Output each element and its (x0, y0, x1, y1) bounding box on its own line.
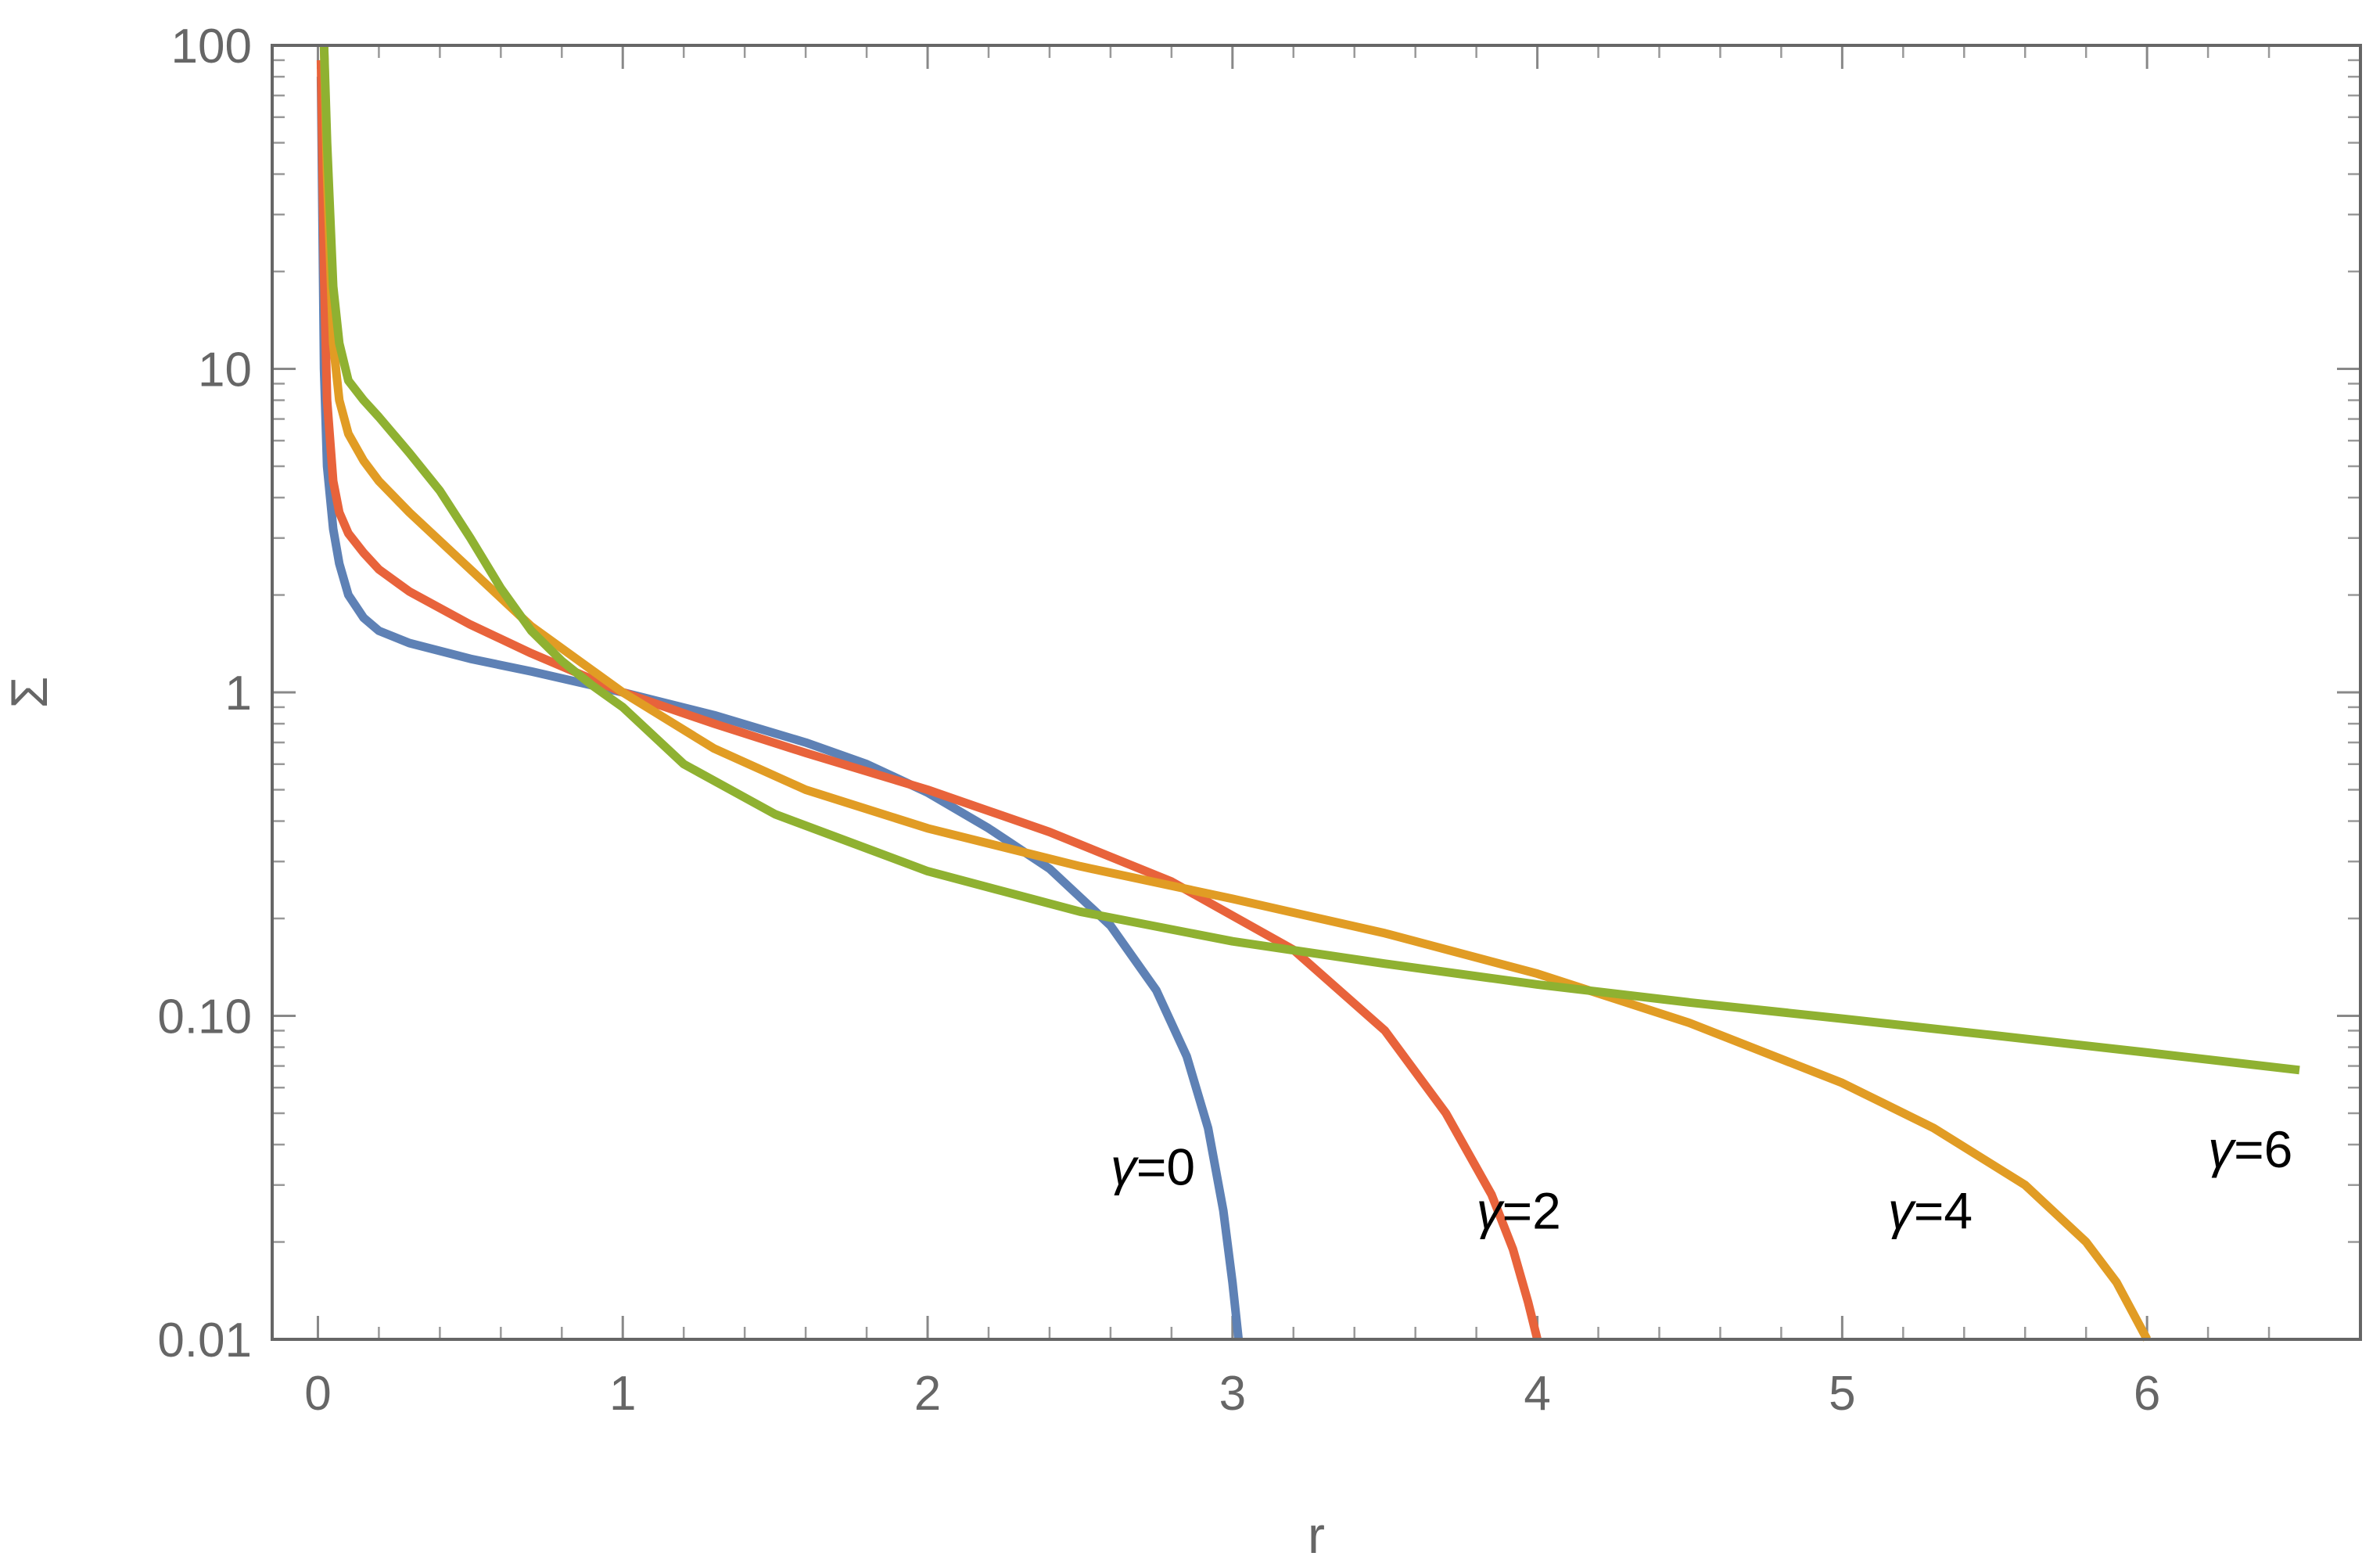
y-tick-label: 10 (198, 343, 252, 397)
series-line-0 (316, 77, 1244, 1340)
x-tick-label: 1 (609, 1367, 636, 1421)
y-tick-label: 100 (171, 20, 252, 74)
y-axis-title: Σ (0, 677, 58, 709)
curve-annotation: γ=4 (1888, 1181, 1973, 1239)
plot-frame (271, 44, 2362, 1341)
x-axis-title: r (1308, 1506, 1325, 1564)
curve-annotation: γ=0 (1111, 1138, 1195, 1196)
y-tick-label: 0.01 (157, 1314, 252, 1368)
x-tick-label: 4 (1524, 1367, 1550, 1421)
x-tick-label: 5 (1829, 1367, 1855, 1421)
y-tick-label: 0.10 (157, 990, 252, 1044)
x-tick-label: 0 (304, 1367, 331, 1421)
series-line-1 (316, 59, 1542, 1341)
curve-annotation: γ=2 (1477, 1181, 1561, 1239)
series-line-2 (319, 45, 2152, 1342)
curve-annotation: γ=6 (2208, 1120, 2292, 1178)
x-tick-label: 6 (2134, 1367, 2160, 1421)
series-line-3 (319, 45, 2300, 1075)
x-tick-label: 2 (914, 1367, 941, 1421)
annotations-layer: γ=0 γ=2 γ=4 γ=6 (1111, 1120, 2292, 1239)
series-layer (316, 45, 2300, 1342)
y-tick-label: 1 (225, 667, 252, 721)
labels-layer: 0 1 2 3 4 5 6 0.01 0.10 1 10 100 (157, 20, 2160, 1421)
x-tick-label: 3 (1219, 1367, 1246, 1421)
